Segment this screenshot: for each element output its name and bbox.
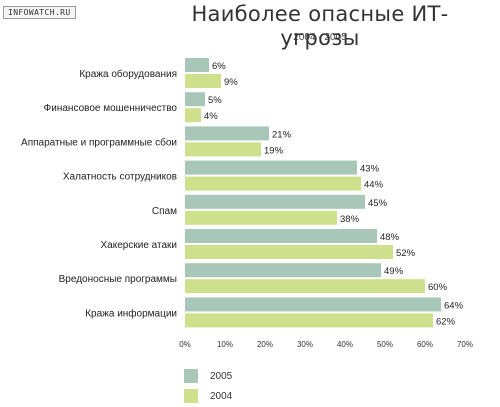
bar-2005 <box>185 229 377 243</box>
category-label: Спам <box>152 206 177 217</box>
data-label: 48% <box>380 232 400 243</box>
data-label: 52% <box>396 248 416 259</box>
bar-2005 <box>185 126 269 141</box>
x-tick-label: 20% <box>257 340 273 349</box>
x-tick-label: 60% <box>417 340 433 349</box>
data-label: 44% <box>364 180 384 191</box>
data-label: 6% <box>212 61 226 72</box>
legend-swatch-2005 <box>184 369 198 383</box>
data-label: 9% <box>224 77 238 88</box>
legend-swatch-2004 <box>184 389 198 403</box>
data-label: 64% <box>444 300 464 311</box>
bar-2004 <box>185 142 261 157</box>
bar-2004 <box>185 245 393 259</box>
data-label: 45% <box>368 198 388 209</box>
bar-2005 <box>185 194 365 209</box>
legend-item-2005: 2005 <box>184 368 232 384</box>
category-label: Хакерские атаки <box>101 240 177 251</box>
bar-2005 <box>185 263 381 278</box>
chart-title: Наиболее опасные ИТ-угрозы <box>191 2 449 50</box>
chart-subtitle: 2004 - 2005 <box>293 32 347 43</box>
bar-2004 <box>185 108 201 123</box>
x-tick-label: 0% <box>179 340 191 349</box>
data-label: 62% <box>436 316 456 327</box>
bar-2004 <box>185 279 425 294</box>
bar-2004 <box>185 176 361 191</box>
x-tick-label: 10% <box>217 340 233 349</box>
bar-2005 <box>185 58 209 72</box>
bar-2004 <box>185 210 337 225</box>
data-label: 38% <box>340 214 360 225</box>
data-label: 60% <box>428 282 448 293</box>
data-label: 19% <box>264 145 284 156</box>
data-label: 5% <box>208 95 222 106</box>
data-label: 4% <box>204 111 218 122</box>
data-label: 43% <box>360 164 380 175</box>
legend-label-2005: 2005 <box>210 370 233 382</box>
category-label: Вредоносные программы <box>59 274 177 285</box>
bar-2005 <box>185 160 357 175</box>
bar-2004 <box>185 313 433 328</box>
bar-2004 <box>185 74 221 88</box>
x-tick-label: 30% <box>297 340 313 349</box>
x-tick-label: 70% <box>457 340 473 349</box>
category-label: Аппаратные и программные сбои <box>21 136 177 148</box>
category-label: Халатность сотрудников <box>63 172 177 183</box>
legend-label-2004: 2004 <box>210 390 233 402</box>
x-tick-label: 50% <box>377 340 393 349</box>
category-label: Кража информации <box>85 307 177 319</box>
data-label: 21% <box>272 129 292 140</box>
category-label: Кража оборудования <box>79 68 177 80</box>
data-label: 49% <box>384 266 404 277</box>
category-label: Финансовое мошенничество <box>44 103 178 114</box>
legend-item-2004: 2004 <box>184 388 232 404</box>
x-tick-label: 40% <box>337 340 353 349</box>
bar-2005 <box>185 297 441 312</box>
watermark-badge: INFOWATCH.RU <box>3 6 76 19</box>
bar-2005 <box>185 92 205 107</box>
